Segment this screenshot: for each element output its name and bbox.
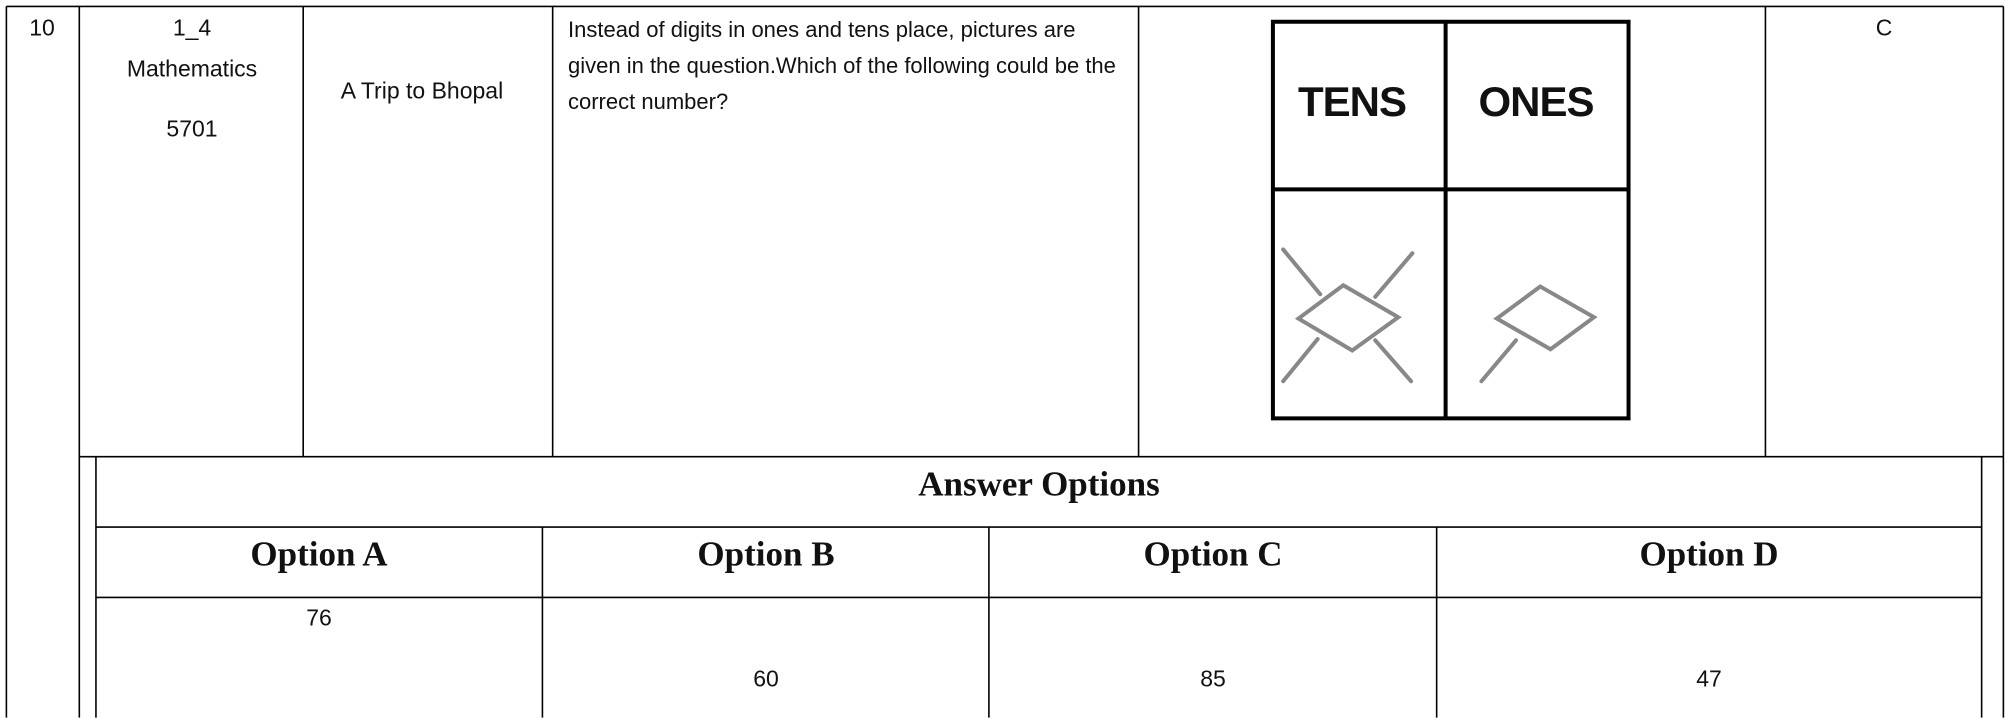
option-header: Option A xyxy=(250,534,388,574)
option-header: Option D xyxy=(1639,534,1779,574)
options-title: Answer Options xyxy=(918,464,1160,504)
option-value: 47 xyxy=(1696,665,1722,692)
question: Instead of digits in ones and tens place… xyxy=(568,17,1129,114)
question-id: 5701 xyxy=(166,115,218,142)
option-value: 85 xyxy=(1200,665,1226,692)
chapter: A Trip to Bhopal xyxy=(340,77,504,104)
figure-header: TENS xyxy=(1297,78,1407,125)
row-number: 10 xyxy=(29,14,55,41)
option-header: Option C xyxy=(1143,534,1283,574)
option-header: Option B xyxy=(697,534,835,574)
code: 1_4 xyxy=(172,14,212,41)
figure-header: ONES xyxy=(1478,78,1594,125)
answer: C xyxy=(1875,14,1893,41)
option-value: 60 xyxy=(753,665,779,692)
option-value: 76 xyxy=(306,604,332,631)
subject: Mathematics xyxy=(126,55,258,82)
